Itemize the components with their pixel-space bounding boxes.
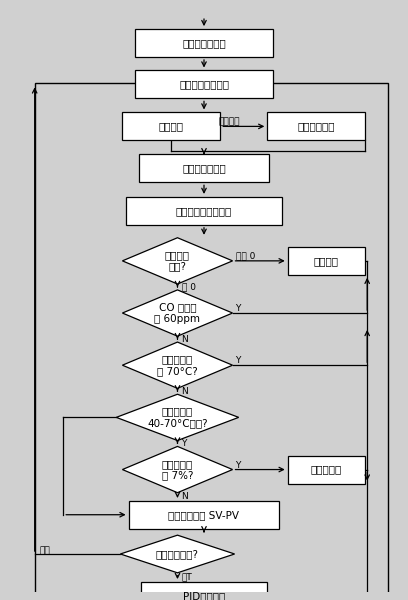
Text: N: N <box>182 335 188 344</box>
Polygon shape <box>122 342 233 388</box>
Text: 调采集数据子程序: 调采集数据子程序 <box>179 79 229 89</box>
Text: Y: Y <box>235 304 240 313</box>
Text: CO 浓度大
于 60ppm: CO 浓度大 于 60ppm <box>155 302 200 324</box>
Text: N: N <box>182 493 188 502</box>
Text: 计算瓦斯浓度 SV-PV: 计算瓦斯浓度 SV-PV <box>169 510 239 520</box>
Text: 停止抽采: 停止抽采 <box>314 256 339 266</box>
Text: 不为 0: 不为 0 <box>236 251 255 260</box>
Text: 到T: 到T <box>182 572 192 581</box>
FancyBboxPatch shape <box>122 112 220 140</box>
Text: 瓦斯温度大
于 70°C?: 瓦斯温度大 于 70°C? <box>157 355 198 376</box>
Text: N: N <box>182 387 188 396</box>
Text: 参数运算及数据处理: 参数运算及数据处理 <box>176 206 232 216</box>
FancyBboxPatch shape <box>135 70 273 98</box>
FancyBboxPatch shape <box>288 247 365 275</box>
Text: 瓦斯温度在
40-70°C之间?: 瓦斯温度在 40-70°C之间? <box>147 407 208 428</box>
FancyBboxPatch shape <box>129 501 279 529</box>
FancyBboxPatch shape <box>135 29 273 57</box>
Text: Y: Y <box>182 439 187 448</box>
FancyBboxPatch shape <box>126 197 282 225</box>
Bar <box>35 83 388 600</box>
FancyBboxPatch shape <box>139 154 269 182</box>
Text: 按键扫描: 按键扫描 <box>159 121 184 131</box>
Text: 调用键盘处理: 调用键盘处理 <box>297 121 335 131</box>
FancyBboxPatch shape <box>288 455 365 484</box>
Polygon shape <box>122 290 233 336</box>
Polygon shape <box>122 446 233 493</box>
Text: 报警识别及处理: 报警识别及处理 <box>182 163 226 173</box>
FancyBboxPatch shape <box>141 582 267 600</box>
Polygon shape <box>122 238 233 284</box>
Text: 为 0: 为 0 <box>182 283 195 292</box>
Text: 乙烯浓度
为零?: 乙烯浓度 为零? <box>165 250 190 272</box>
Text: 首次运行初始化: 首次运行初始化 <box>182 38 226 48</box>
FancyBboxPatch shape <box>267 112 365 140</box>
Text: 有键按下: 有键按下 <box>219 118 240 127</box>
Text: Y: Y <box>235 356 240 365</box>
Text: 返回: 返回 <box>40 547 50 556</box>
Text: PID控制输出: PID控制输出 <box>183 591 225 600</box>
Polygon shape <box>116 394 239 440</box>
Text: 氧气浓度大
于 7%?: 氧气浓度大 于 7%? <box>162 459 193 481</box>
Polygon shape <box>120 535 235 573</box>
Text: 控制周期到否?: 控制周期到否? <box>156 549 199 559</box>
Text: Y: Y <box>235 461 240 470</box>
Text: 减少抽放量: 减少抽放量 <box>311 464 342 475</box>
